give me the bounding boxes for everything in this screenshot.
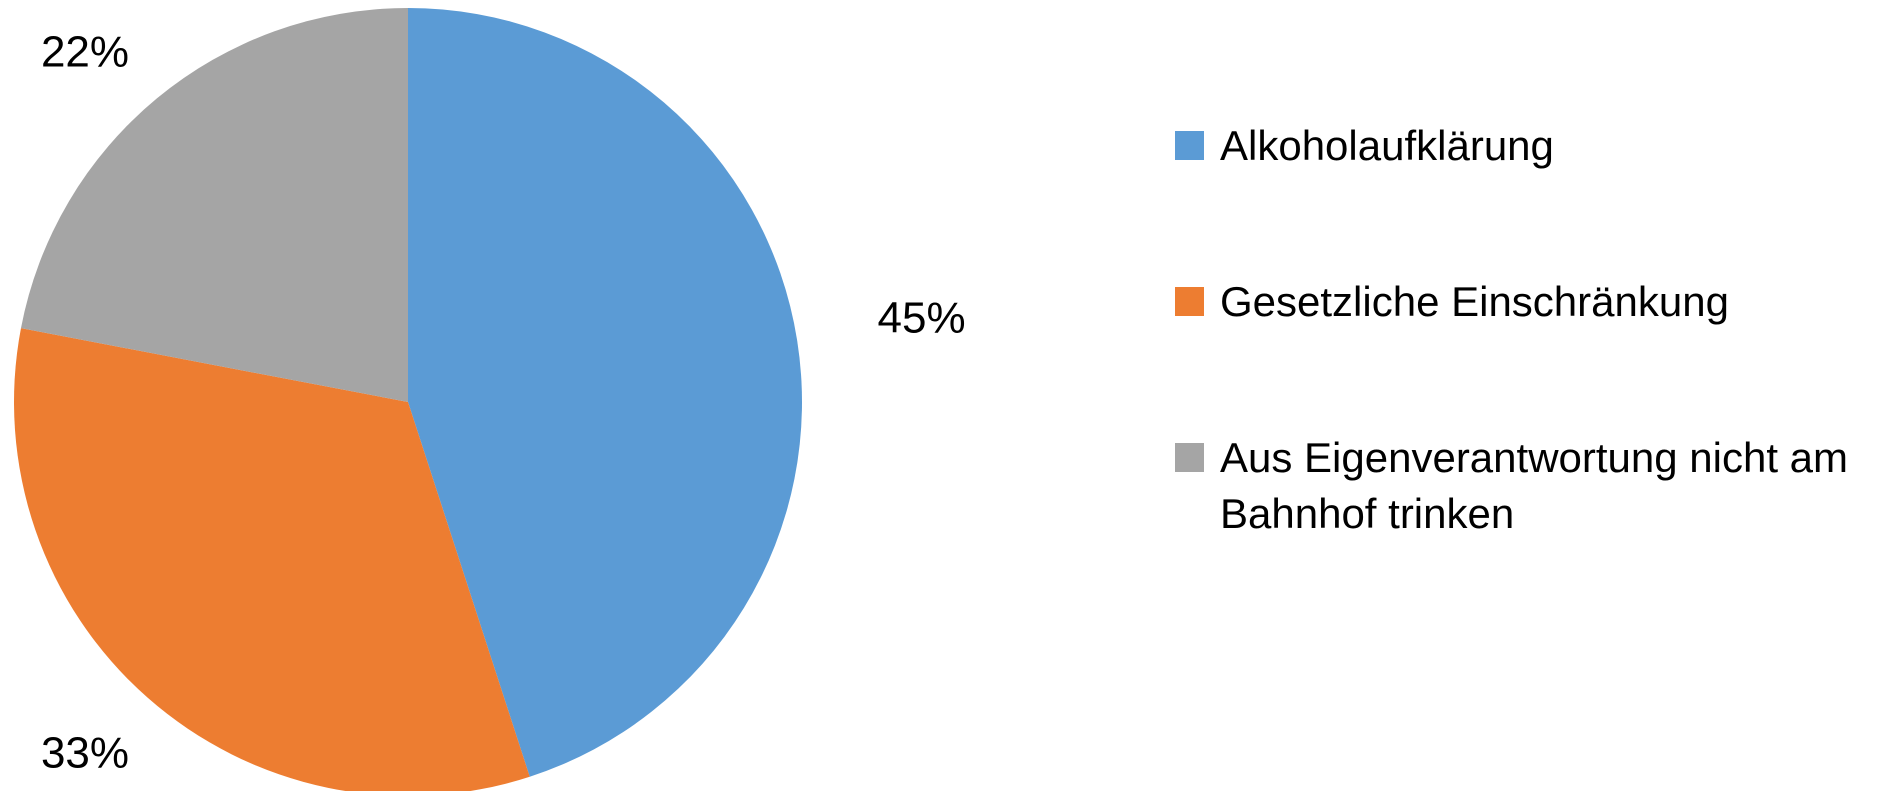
legend-item: Aus Eigenverantwortung nicht am Bahnhof … xyxy=(1175,430,1865,542)
data-label: 22% xyxy=(41,28,129,77)
data-label: 45% xyxy=(878,293,966,342)
legend-label: Aus Eigenverantwortung nicht am Bahnhof … xyxy=(1220,434,1849,537)
data-label: 33% xyxy=(41,729,129,778)
legend-label: Gesetzliche Einschränkung xyxy=(1220,278,1729,325)
pie-slice xyxy=(20,8,409,402)
legend-label: Alkoholaufklärung xyxy=(1220,122,1554,169)
legend-swatch xyxy=(1175,287,1204,316)
pie-slice xyxy=(408,8,802,777)
legend: Alkoholaufklärung Gesetzliche Einschränku… xyxy=(1175,118,1865,642)
pie-slice xyxy=(14,328,530,791)
legend-swatch xyxy=(1175,443,1204,472)
legend-item: Alkoholaufklärung xyxy=(1175,118,1865,174)
legend-swatch xyxy=(1175,131,1204,160)
legend-item: Gesetzliche Einschränkung xyxy=(1175,274,1865,330)
